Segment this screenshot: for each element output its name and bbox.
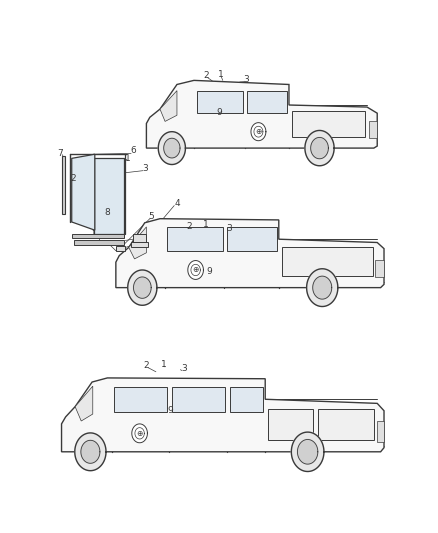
FancyBboxPatch shape: [72, 235, 124, 238]
Polygon shape: [297, 440, 318, 464]
FancyBboxPatch shape: [116, 246, 125, 251]
Polygon shape: [81, 440, 100, 463]
Polygon shape: [188, 261, 203, 279]
Polygon shape: [129, 227, 146, 259]
Polygon shape: [132, 424, 148, 443]
Text: 1: 1: [218, 70, 224, 79]
Polygon shape: [167, 227, 223, 251]
Text: 1: 1: [203, 220, 208, 229]
Polygon shape: [160, 91, 177, 122]
Text: 2: 2: [144, 361, 149, 370]
Polygon shape: [72, 154, 95, 230]
Polygon shape: [116, 219, 384, 288]
Text: 8: 8: [105, 208, 110, 217]
Polygon shape: [247, 92, 287, 113]
FancyBboxPatch shape: [377, 421, 384, 441]
Polygon shape: [282, 247, 373, 276]
Polygon shape: [191, 264, 200, 276]
Polygon shape: [114, 387, 167, 411]
Text: 1: 1: [125, 154, 131, 163]
Polygon shape: [135, 427, 144, 439]
Polygon shape: [128, 270, 157, 305]
Text: 1: 1: [160, 360, 166, 369]
Text: 3: 3: [227, 224, 233, 233]
Text: ⊕: ⊕: [255, 127, 261, 136]
Polygon shape: [158, 132, 185, 165]
Text: 3: 3: [244, 75, 249, 84]
Text: 2: 2: [71, 174, 76, 183]
Text: ⊕: ⊕: [136, 429, 143, 438]
Polygon shape: [134, 277, 151, 298]
Polygon shape: [172, 387, 225, 411]
Text: 3: 3: [142, 164, 148, 173]
Text: 9: 9: [167, 406, 173, 415]
Polygon shape: [292, 111, 365, 136]
Text: 9: 9: [216, 108, 222, 117]
Polygon shape: [254, 126, 263, 137]
FancyBboxPatch shape: [61, 156, 65, 214]
Polygon shape: [146, 80, 377, 148]
Text: 7: 7: [57, 149, 63, 158]
Polygon shape: [305, 131, 334, 166]
FancyBboxPatch shape: [133, 235, 146, 243]
Text: 3: 3: [181, 364, 187, 373]
Polygon shape: [230, 387, 263, 411]
FancyBboxPatch shape: [131, 243, 148, 247]
Text: 4: 4: [174, 199, 180, 208]
Polygon shape: [75, 386, 93, 421]
Text: 2: 2: [186, 222, 192, 231]
Polygon shape: [94, 158, 124, 235]
Polygon shape: [251, 123, 266, 141]
Polygon shape: [311, 138, 328, 159]
Polygon shape: [61, 378, 384, 452]
Polygon shape: [291, 432, 324, 472]
Text: 5: 5: [148, 212, 154, 221]
Text: 9: 9: [206, 266, 212, 276]
Text: ⊕: ⊕: [192, 265, 199, 274]
FancyBboxPatch shape: [374, 260, 384, 277]
Polygon shape: [307, 269, 338, 306]
Text: 2: 2: [203, 71, 208, 80]
Polygon shape: [197, 92, 243, 113]
Polygon shape: [318, 409, 374, 440]
Polygon shape: [164, 138, 180, 158]
FancyBboxPatch shape: [74, 240, 124, 245]
Polygon shape: [268, 409, 314, 440]
Text: 6: 6: [130, 147, 136, 156]
Polygon shape: [226, 227, 277, 251]
Polygon shape: [75, 433, 106, 471]
Polygon shape: [313, 276, 332, 299]
FancyBboxPatch shape: [369, 122, 377, 138]
